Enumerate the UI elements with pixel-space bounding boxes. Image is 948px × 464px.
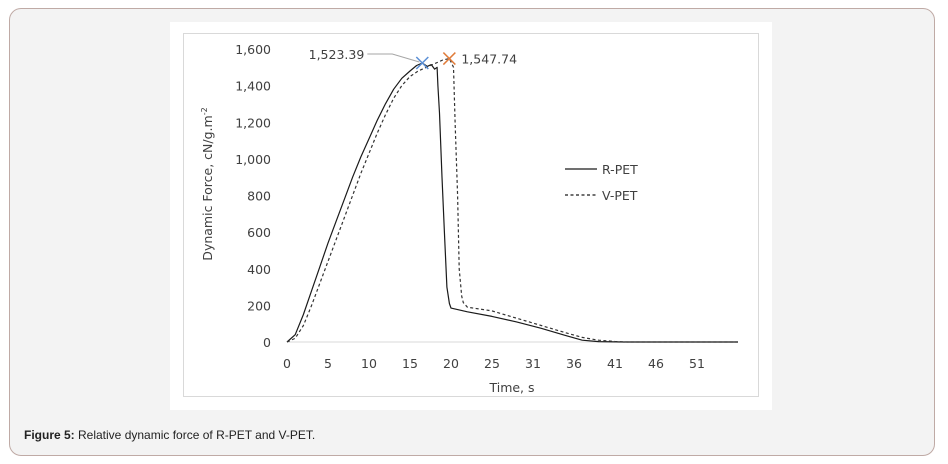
x-tick-label: 46 [648,356,664,371]
chart-plot-area: Dynamic Force, cN/g.m-2 0 200 400 600 800 1,0… [183,33,759,397]
data-annotations: 1,523.39 1,547.74 [309,47,517,70]
x-tick-label: 20 [443,356,459,371]
y-tick-label: 0 [263,335,271,350]
x-tick-label: 5 [324,356,332,371]
figure-caption: Figure 5: Relative dynamic force of R-PE… [24,428,315,442]
x-tick-label: 25 [484,356,500,371]
legend-item-v-pet: V-PET [565,188,638,203]
y-tick-label: 1,000 [235,152,271,167]
legend-label: R-PET [602,162,638,177]
series-line-r-pet [286,62,738,343]
y-axis-label: Dynamic Force, cN/g.m-2 [200,107,215,260]
x-axis-label: Time, s [488,380,534,395]
x-axis-ticks: 0 5 10 15 20 25 31 36 41 46 51 [283,356,705,371]
figure-caption-label: Figure 5: [24,428,75,442]
x-tick-label: 10 [361,356,377,371]
x-tick-label: 31 [525,356,541,371]
chart-container: Dynamic Force, cN/g.m-2 0 200 400 600 800 1,0… [170,22,772,410]
line-chart: Dynamic Force, cN/g.m-2 02004006008001,0… [200,42,738,395]
y-tick-label: 1,400 [235,79,271,94]
peak-label: 1,523.39 [309,47,365,62]
y-tick-label: 1,200 [235,115,271,130]
leader-line [367,53,420,63]
series-line-v-pet [286,58,738,343]
x-tick-label: 41 [607,356,623,371]
x-tick-label: 15 [402,356,418,371]
peak-marker-r-pet: 1,523.39 [309,47,429,70]
figure-caption-text: Relative dynamic force of R-PET and V-PE… [74,428,316,442]
legend-label: V-PET [602,188,638,203]
data-series [286,58,738,343]
y-tick-label: 200 [247,298,271,313]
svg-text:Dynamic Force, cN/g.m-2: Dynamic Force, cN/g.m-2 [200,107,215,260]
y-tick-label: 600 [247,225,271,240]
peak-marker-v-pet: 1,547.74 [442,52,517,67]
y-tick-label: 1,600 [235,42,271,57]
chart-legend: R-PET V-PET [565,162,638,203]
x-tick-label: 0 [283,356,291,371]
peak-label: 1,547.74 [461,52,517,67]
y-tick-label: 400 [247,262,271,277]
y-axis-ticks: 0 200 400 600 800 1,000 1,200 1,400 1,600 [235,42,271,350]
x-tick-label: 36 [566,356,582,371]
legend-item-r-pet: R-PET [565,162,638,177]
x-tick-label: 51 [689,356,705,371]
y-tick-label: 800 [247,189,271,204]
